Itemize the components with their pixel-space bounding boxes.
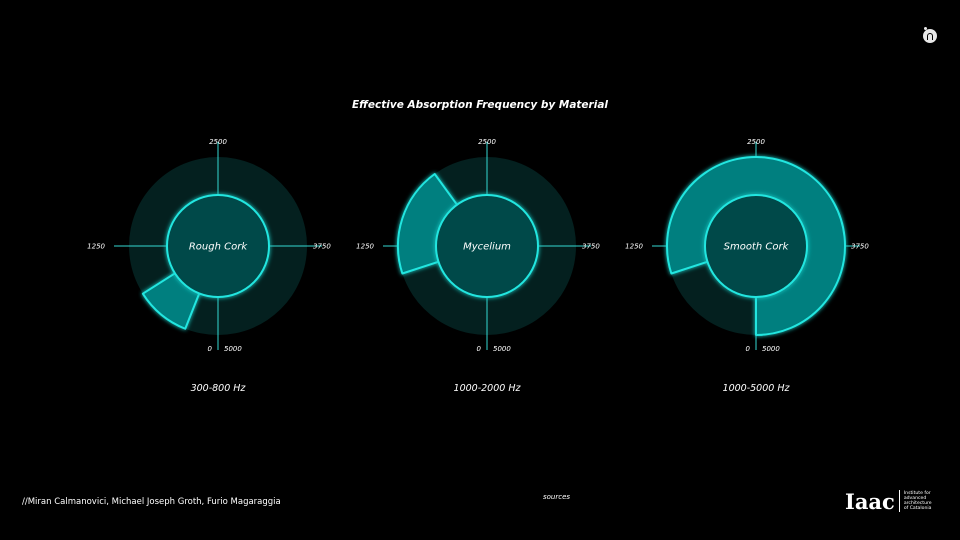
logo-text-line: architecture: [903, 501, 932, 506]
tick-label-zero: 0: [477, 345, 482, 353]
tick-label-top: 2500: [478, 138, 496, 146]
person-icon[interactable]: [923, 29, 937, 43]
logo-text-line: of Catalonia: [903, 506, 932, 512]
chart-title: Effective Absorption Frequency by Materi…: [351, 99, 609, 111]
tick-label-right: 3750: [851, 243, 869, 251]
range-label: 300-800 Hz: [191, 383, 247, 394]
tick-label-left: 1250: [87, 243, 105, 251]
sources-link[interactable]: sources: [543, 493, 571, 501]
radial-chart-smooth-cork: Smooth Cork 2500 3750 1250 0 5000 1000-5000 Hz: [625, 138, 869, 394]
logo-text-line: Institute for: [903, 490, 931, 496]
tick-label-top: 2500: [209, 138, 227, 146]
material-label: Rough Cork: [189, 242, 248, 253]
tick-label-zero: 0: [208, 345, 213, 353]
tick-label-right: 3750: [582, 243, 600, 251]
range-label: 1000-2000 Hz: [454, 383, 522, 394]
range-label: 1000-5000 Hz: [723, 383, 791, 394]
tick-label-left: 1250: [625, 243, 643, 251]
tick-label-right: 3750: [313, 243, 331, 251]
inner-circle: [704, 194, 808, 298]
corner-dot: [924, 27, 927, 30]
tick-label-max: 5000: [493, 345, 511, 353]
radial-chart-mycelium: Mycelium 2500 3750 1250 0 5000 1000-2000 Hz: [356, 138, 600, 394]
logo-text-line: advanced: [903, 495, 927, 501]
tick-label-left: 1250: [356, 243, 374, 251]
material-label: Smooth Cork: [724, 242, 790, 253]
logo-mark: Iaac: [845, 488, 895, 514]
inner-circle: [435, 194, 539, 298]
tick-label-max: 5000: [224, 345, 242, 353]
inner-circle: [166, 194, 270, 298]
logo-text: Institute for advanced architecture of C…: [904, 491, 950, 512]
iaac-logo: Iaac Institute for advanced architecture…: [845, 488, 950, 514]
material-label: Mycelium: [463, 242, 511, 253]
logo-divider: [898, 490, 900, 512]
credits-text: //Miran Calmanovici, Michael Joseph Grot…: [22, 497, 281, 507]
radial-chart-rough-cork: Rough Cork 2500 3750 1250 0 5000 300-800 Hz: [87, 138, 331, 394]
tick-label-max: 5000: [762, 345, 780, 353]
tick-label-zero: 0: [746, 345, 751, 353]
tick-label-top: 2500: [747, 138, 765, 146]
